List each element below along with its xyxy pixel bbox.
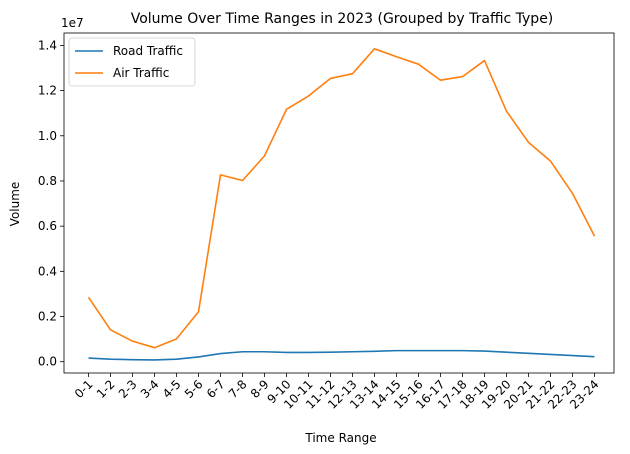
x-tick-label: 1-2	[94, 377, 118, 401]
x-tick-label: 7-8	[226, 377, 250, 401]
x-tick-label: 3-4	[138, 377, 162, 401]
y-tick-label: 1.0	[38, 129, 57, 143]
y-axis: 0.0 0.2 0.4 0.6 0.8 1.0 1.2 1.4	[38, 38, 64, 369]
y-axis-label: Volume	[8, 182, 22, 227]
series-lines	[87, 48, 596, 361]
y-scale-label: 1e7	[61, 16, 84, 30]
y-tick-label: 1.2	[38, 84, 57, 98]
x-tick-label: 6-7	[204, 377, 228, 401]
x-tick-label: 5-6	[182, 377, 206, 401]
x-axis-label: Time Range	[304, 431, 376, 445]
legend-entry: Road Traffic	[113, 44, 183, 58]
legend-box	[68, 37, 196, 87]
x-tick-label: 0-1	[72, 377, 96, 401]
y-tick-label: 0.6	[38, 219, 57, 233]
plot-frame	[63, 32, 615, 374]
legend: Road Traffic Air Traffic	[68, 37, 196, 87]
plot-area	[63, 32, 615, 374]
y-tick-label: 1.4	[38, 38, 57, 52]
x-axis: 0-11-22-33-44-55-66-77-88-99-1010-1111-1…	[72, 373, 602, 412]
y-tick-label: 0.4	[38, 264, 57, 278]
y-tick-label: 0.0	[38, 355, 57, 369]
y-tick-label: 0.2	[38, 310, 57, 324]
series-line-road-traffic	[88, 349, 595, 361]
y-tick-label: 0.8	[38, 174, 57, 188]
x-tick-label: 2-3	[116, 377, 140, 401]
x-tick-label: 4-5	[160, 377, 184, 401]
chart-title: Volume Over Time Ranges in 2023 (Grouped…	[131, 11, 554, 27]
series-line-air-traffic	[87, 48, 596, 349]
legend-entry: Air Traffic	[113, 66, 169, 80]
